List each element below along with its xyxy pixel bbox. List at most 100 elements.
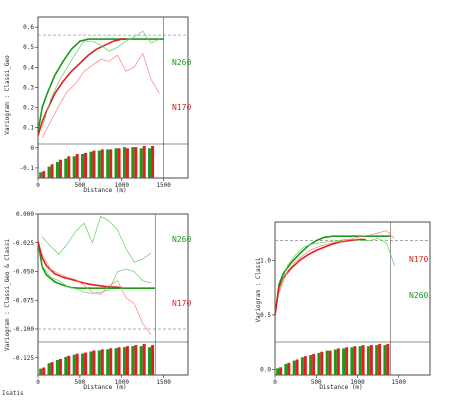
x-tick-label: 1000 [115, 182, 130, 189]
histogram-bar-n260 [72, 354, 76, 375]
histogram-bar-n260 [317, 352, 321, 375]
histogram-bar-n170 [84, 152, 88, 178]
y-tick-label: 0.000 [16, 211, 34, 218]
histogram-bar-n260 [325, 350, 329, 375]
x-tick-label: 0 [273, 379, 277, 386]
histogram-bar-n170 [58, 358, 62, 375]
x-tick-label: 500 [74, 379, 85, 386]
experimental-curve-n170 [278, 230, 395, 294]
histogram-bar-n260 [47, 166, 51, 178]
histogram-bar-n260 [114, 348, 118, 375]
variogram-panel-2: 0.000 -0.025 -0.050 -0.075 -0.100 -0.125 0 500 1… [4, 211, 191, 391]
histogram-bar-n260 [148, 347, 152, 375]
y-axis-label: Variogram : Classi_Geo [4, 55, 11, 135]
histogram-bar-n170 [151, 345, 155, 375]
x-tick-label: 500 [311, 379, 322, 386]
histogram-bar-n260 [81, 154, 85, 178]
model-curve-n170 [274, 238, 366, 316]
y-tick-label: -0.1 [20, 165, 35, 172]
model-curve-n260 [274, 235, 391, 316]
histogram-bar-n170 [369, 345, 373, 375]
x-tick-label: 1500 [156, 379, 171, 386]
histogram-bar-n170 [378, 344, 382, 375]
histogram-bar-n170 [134, 345, 138, 375]
y-tick-label: 0.0 [260, 367, 271, 374]
direction-label-n170: N170 [172, 103, 191, 112]
y-tick-label: -0.075 [12, 297, 34, 304]
histogram-bar-n260 [300, 357, 304, 375]
histogram-bar-n170 [386, 344, 390, 375]
y-tick-label: 0.1 [23, 125, 34, 132]
histogram-bar-n260 [47, 363, 51, 375]
experimental-curve-n260 [41, 265, 152, 294]
histogram-bar-n170 [353, 346, 357, 375]
histogram-bar-n170 [50, 164, 54, 178]
histogram-bar-n170 [75, 353, 79, 375]
histogram-bar-n170 [50, 362, 54, 375]
y-tick-label: -0.125 [12, 355, 34, 362]
histogram-bar-n260 [64, 356, 68, 375]
histogram-bar-n260 [122, 147, 126, 178]
histogram-bar-n260 [81, 353, 85, 375]
histogram-bar-n260 [114, 148, 118, 178]
histogram-bar-n170 [67, 355, 71, 375]
model-curve-n260 [37, 38, 164, 132]
histogram-bar-n260 [106, 149, 110, 178]
histogram-bar-n260 [64, 158, 68, 178]
x-tick-label: 1500 [392, 379, 407, 386]
histogram-bar-n260 [106, 349, 110, 375]
histogram-bar-n170 [303, 356, 307, 375]
x-tick-label: 1000 [115, 379, 130, 386]
histogram-bar-n170 [117, 148, 121, 178]
histogram-bar-n260 [139, 346, 143, 375]
experimental-curve-n260 [41, 30, 160, 128]
histogram-bar-n170 [109, 348, 113, 375]
histogram-bar-n170 [100, 349, 104, 375]
experimental-curve-n260 [278, 238, 395, 292]
histogram-bar-n260 [97, 350, 101, 375]
x-tick-label: 500 [74, 182, 85, 189]
histogram-bar-n260 [383, 345, 387, 375]
histogram-bar-n170 [67, 156, 71, 178]
histogram-bar-n170 [125, 148, 129, 178]
variogram-panel-3: 0.0 0.5 1.0 0 500 1000 1500 Distance (m) Variogr… [255, 221, 431, 391]
plot-frame [37, 213, 189, 376]
histogram-bar-n260 [72, 156, 76, 178]
histogram-bar-n170 [58, 159, 62, 178]
x-axis-label: Distance (m) [319, 384, 362, 391]
histogram-bar-n170 [287, 362, 291, 375]
histogram-bar-n170 [84, 352, 88, 375]
histogram-bar-n170 [42, 367, 46, 375]
y-tick-label: -0.100 [12, 326, 34, 333]
experimental-curve-n170 [41, 254, 152, 336]
y-tick-label: 0.5 [23, 44, 34, 51]
histogram-bar-n170 [361, 345, 365, 375]
histogram-bar-n260 [375, 345, 379, 375]
direction-label-n260: N260 [172, 58, 191, 67]
histogram-bar-n260 [55, 162, 59, 178]
histogram-bar-n170 [75, 154, 79, 178]
histogram-bar-n260 [39, 368, 43, 375]
model-curve-n260 [37, 241, 156, 290]
x-tick-label: 0 [36, 379, 40, 386]
histogram-bar-n260 [366, 346, 370, 375]
histogram-bar-n170 [328, 350, 332, 375]
x-tick-label: 1000 [350, 379, 365, 386]
histogram-bar-n170 [92, 150, 96, 178]
histogram-bar-n260 [292, 360, 296, 375]
histogram-bar-n170 [109, 149, 113, 178]
histogram-bar-n260 [276, 368, 280, 375]
histogram-bar-n170 [312, 353, 316, 375]
histogram-bar-n260 [333, 349, 337, 375]
y-tick-label: 0.5 [260, 312, 271, 319]
histogram-bar-n260 [309, 355, 313, 375]
histogram-bar-n170 [134, 147, 138, 178]
histogram-bar-n260 [39, 172, 43, 178]
direction-label-n260: N260 [409, 291, 428, 300]
experimental-curve-n170 [41, 52, 160, 138]
y-tick-label: 0.3 [23, 84, 34, 91]
x-tick-label: 1500 [156, 182, 171, 189]
y-tick-label: -0.050 [12, 269, 34, 276]
histogram-bar-n260 [342, 348, 346, 375]
